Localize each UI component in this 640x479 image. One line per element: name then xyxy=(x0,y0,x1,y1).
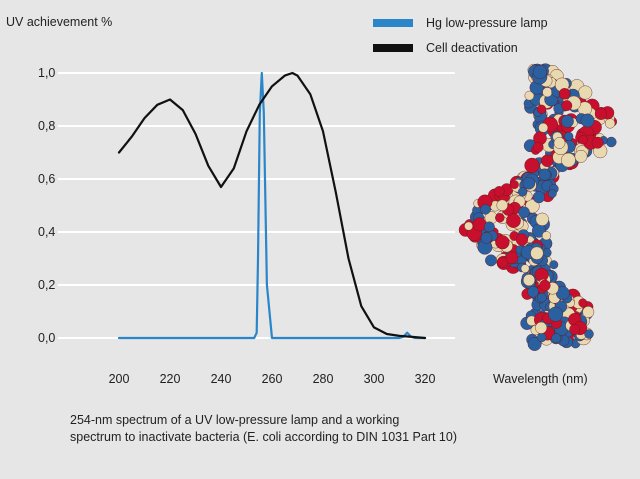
dna-atom xyxy=(483,221,495,233)
dna-atom xyxy=(537,292,547,303)
dna-atom xyxy=(591,136,604,149)
dna-atom xyxy=(480,232,493,244)
data-series xyxy=(117,71,427,340)
dna-atom xyxy=(594,107,608,120)
caption-line-1: 254-nm spectrum of a UV low-pressure lam… xyxy=(70,413,400,427)
dna-atom xyxy=(558,88,571,100)
dna-atom xyxy=(549,260,559,270)
dna-atom xyxy=(538,122,549,133)
dna-atom xyxy=(495,213,505,223)
caption-line-2: spectrum to inactivate bacteria (E. coli… xyxy=(70,430,457,444)
dna-atom xyxy=(527,337,542,351)
dna-atom xyxy=(542,231,552,241)
dna-atom xyxy=(574,149,588,163)
x-tick-label: 300 xyxy=(364,372,385,386)
dna-atom xyxy=(527,286,539,298)
legend: Hg low-pressure lamp Cell deactivation xyxy=(373,16,548,55)
dna-atom xyxy=(604,118,616,129)
dna-atom xyxy=(464,221,473,231)
dna-atom xyxy=(522,176,536,190)
dna-atom xyxy=(578,85,593,100)
y-tick-label: 0,8 xyxy=(38,119,55,133)
y-tick-label: 1,0 xyxy=(38,66,55,80)
dna-atom xyxy=(532,64,548,80)
legend-swatch xyxy=(373,19,413,27)
dna-atom xyxy=(580,113,595,128)
cell-deactivation-series-line xyxy=(117,71,427,340)
dna-atom xyxy=(485,254,497,267)
dna-atom xyxy=(496,199,508,212)
dna-atom xyxy=(535,321,548,334)
y-tick-label: 0,2 xyxy=(38,278,55,292)
dna-atom xyxy=(548,189,557,198)
legend-label: Hg low-pressure lamp xyxy=(426,16,548,30)
dna-atom xyxy=(518,206,530,219)
dna-atom xyxy=(561,114,574,128)
dna-atom xyxy=(506,213,521,228)
legend-label: Cell deactivation xyxy=(426,41,518,55)
dna-helix-illustration xyxy=(458,63,618,351)
dna-atom xyxy=(569,323,581,335)
dna-atom xyxy=(548,306,564,322)
dna-atom xyxy=(584,329,594,339)
y-tick-label: 0,0 xyxy=(38,331,55,345)
dna-atom xyxy=(517,187,528,197)
x-tick-label: 240 xyxy=(211,372,232,386)
dna-atom xyxy=(542,87,553,98)
x-tick-labels: 200 220 240 260 280 300 320 xyxy=(109,372,436,386)
dna-atom xyxy=(480,204,491,215)
x-tick-label: 260 xyxy=(262,372,283,386)
dna-atom xyxy=(472,217,487,232)
dna-atom xyxy=(578,298,588,308)
dna-atom xyxy=(495,235,510,250)
legend-swatch xyxy=(373,44,413,52)
dna-atom xyxy=(524,157,540,174)
x-tick-label: 220 xyxy=(160,372,181,386)
dna-atom xyxy=(510,180,519,190)
dna-atom xyxy=(523,274,536,287)
dna-atom xyxy=(530,246,544,260)
dna-atom xyxy=(520,264,530,273)
dna-atom xyxy=(532,141,544,153)
dna-atom xyxy=(538,168,551,181)
dna-atom xyxy=(561,152,576,168)
dna-atom xyxy=(606,136,617,148)
x-tick-label: 200 xyxy=(109,372,130,386)
dna-atom xyxy=(493,186,505,197)
y-tick-label: 0,4 xyxy=(38,225,55,239)
dna-atom xyxy=(536,104,547,114)
dna-atom xyxy=(524,90,535,101)
dna-atom xyxy=(537,332,547,343)
dna-atom xyxy=(535,212,549,226)
dna-atom xyxy=(578,134,588,145)
dna-atom xyxy=(582,306,595,318)
x-axis-label: Wavelength (nm) xyxy=(493,372,588,386)
x-tick-label: 280 xyxy=(313,372,334,386)
y-axis-label: UV achievement % xyxy=(6,15,112,29)
dna-atom xyxy=(539,279,551,292)
dna-atom xyxy=(541,154,554,168)
y-tick-labels: 0,0 0,2 0,4 0,6 0,8 1,0 xyxy=(38,66,55,345)
dna-atom xyxy=(551,333,562,344)
x-tick-label: 320 xyxy=(415,372,436,386)
dna-atom xyxy=(553,137,566,149)
y-tick-label: 0,6 xyxy=(38,172,55,186)
dna-atom xyxy=(564,131,574,142)
dna-atom xyxy=(532,191,545,204)
dna-atom xyxy=(505,251,519,265)
dna-atom xyxy=(515,233,529,246)
figure-caption: 254-nm spectrum of a UV low-pressure lam… xyxy=(70,412,590,446)
hg-lamp-series-line xyxy=(117,71,427,340)
dna-atom xyxy=(561,100,573,112)
